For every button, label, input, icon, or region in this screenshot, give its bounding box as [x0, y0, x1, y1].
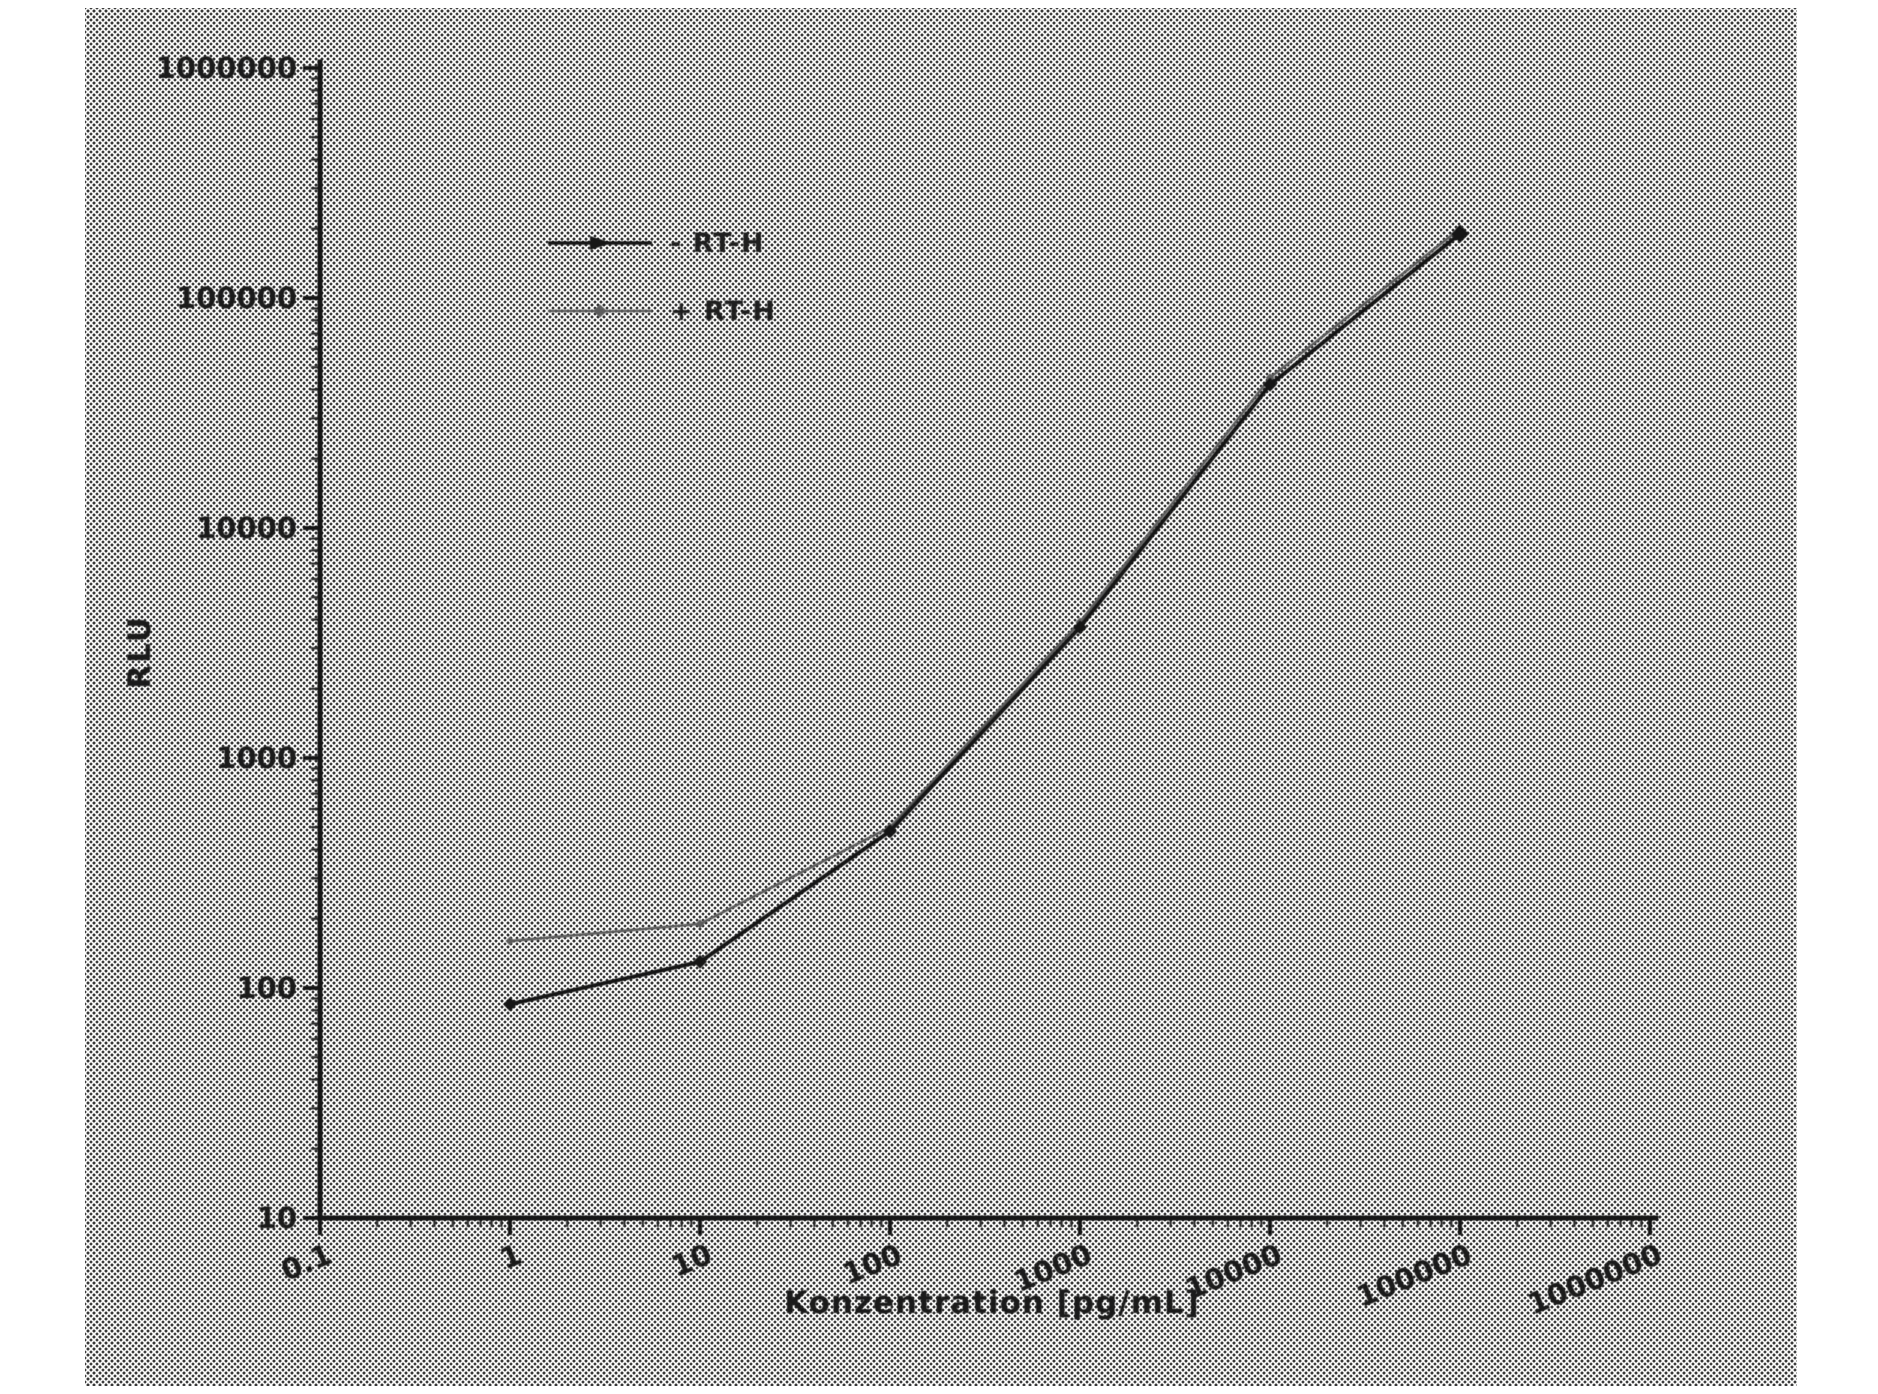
x-tick-label: 1000000 — [1523, 1237, 1667, 1321]
y-tick-label: 100000 — [176, 281, 297, 315]
x-tick-label: 10 — [666, 1237, 716, 1284]
y-axis-title: RLU — [122, 615, 158, 689]
axis-lines — [317, 59, 1659, 1221]
legend-marker-gray-diamond-line — [548, 304, 652, 318]
y-tick-label: 10 — [257, 1201, 297, 1235]
y-tick-label: 1000 — [216, 741, 297, 775]
x-tick-label: 100 — [838, 1237, 907, 1291]
legend-item-plus-rt-h: + RT-H — [546, 294, 776, 328]
chart-legend: - RT-H + RT-H — [546, 226, 776, 362]
major-ticks — [303, 66, 1652, 1235]
legend-marker-dark-arrow-line — [548, 236, 652, 250]
legend-item-minus-rt-h: - RT-H — [546, 226, 776, 260]
x-tick-label: 0.1 — [276, 1237, 336, 1288]
x-tick-label: 1 — [495, 1237, 526, 1276]
legend-label-plus-rt-h: + RT-H — [670, 295, 776, 327]
tick-labels: 10 100 1000 10000 100000 1000000 0.1 1 10 100 1000… — [156, 51, 1667, 1321]
scan-halftone-background — [85, 8, 1797, 1386]
y-tick-label: 100 — [236, 971, 297, 1005]
y-tick-label: 10000 — [196, 511, 297, 545]
series--rt-h — [503, 224, 1469, 1012]
y-tick-label: 1000000 — [156, 51, 297, 85]
legend-label-minus-rt-h: - RT-H — [670, 227, 765, 259]
x-axis-title: Konzentration [pg/mL] — [784, 1285, 1200, 1321]
x-tick-label: 100000 — [1352, 1237, 1477, 1314]
